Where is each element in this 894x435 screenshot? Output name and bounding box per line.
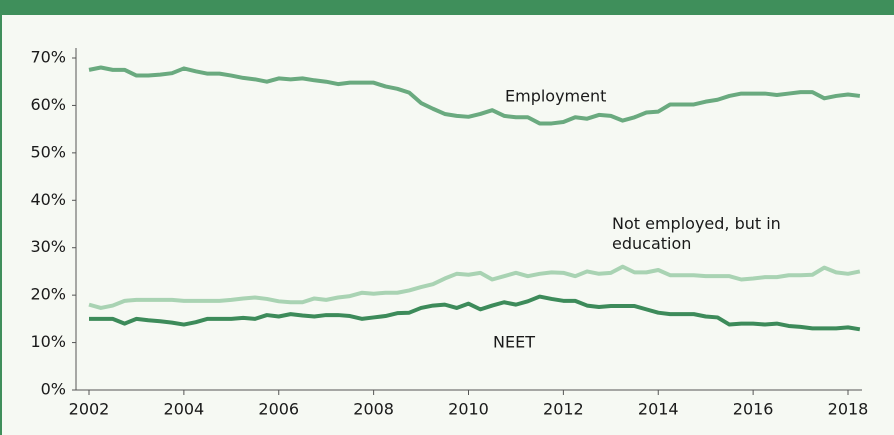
x-tick-label: 2006 xyxy=(258,400,299,419)
annotation: Not employed, but in education xyxy=(612,214,781,253)
y-tick-label: 40% xyxy=(30,190,66,209)
x-tick-label: 2008 xyxy=(353,400,394,419)
y-tick-label: 50% xyxy=(30,142,66,161)
line-series xyxy=(88,65,861,126)
line-series xyxy=(89,294,861,332)
left-border xyxy=(0,0,2,435)
x-tick-label: 2010 xyxy=(448,400,489,419)
x-tick-label: 2004 xyxy=(164,400,205,419)
x-tick-label: 2002 xyxy=(69,400,110,419)
y-tick-label: 0% xyxy=(41,380,66,399)
line-series xyxy=(88,264,861,310)
annotation: NEET xyxy=(493,333,535,352)
x-tick-label: 2018 xyxy=(828,400,869,419)
y-tick-label: 10% xyxy=(30,332,66,351)
y-tick-label: 20% xyxy=(30,285,66,304)
x-tick-label: 2014 xyxy=(638,400,679,419)
y-tick-label: 70% xyxy=(30,48,66,67)
y-tick-label: 30% xyxy=(30,237,66,256)
annotation: Employment xyxy=(505,87,606,106)
y-tick-label: 60% xyxy=(30,95,66,114)
x-tick-label: 2016 xyxy=(733,400,774,419)
x-tick-label: 2012 xyxy=(543,400,584,419)
header-band xyxy=(0,0,894,15)
